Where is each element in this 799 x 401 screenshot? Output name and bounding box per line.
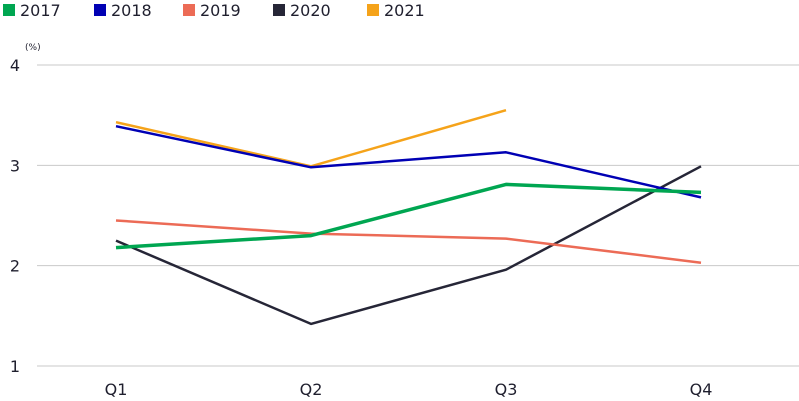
- legend-item-2017: 2017: [3, 1, 61, 20]
- x-tick-label-q2: Q2: [300, 380, 323, 399]
- y-tick-label-2: 2: [10, 257, 20, 276]
- x-tick-label-q4: Q4: [690, 380, 713, 399]
- legend-swatch-2020: [273, 4, 285, 16]
- legend-swatch-2019: [183, 4, 195, 16]
- legend-label-2018: 2018: [111, 1, 152, 20]
- y-axis-unit-label: (%): [25, 43, 41, 53]
- series-line-2017: [115, 182, 702, 250]
- legend-item-2019: 2019: [183, 1, 241, 20]
- legend-swatch-2021: [367, 4, 379, 16]
- y-axis-ticks: 1 2 3 4: [10, 56, 20, 376]
- series-line-2018: [115, 124, 702, 199]
- x-axis-ticks: Q1 Q2 Q3 Q4: [105, 380, 713, 399]
- legend: 2017 2018 2019 2020 2021: [3, 1, 425, 20]
- legend-swatch-2018: [94, 4, 106, 16]
- legend-label-2017: 2017: [20, 1, 61, 20]
- legend-item-2018: 2018: [94, 1, 152, 20]
- x-tick-label-q1: Q1: [105, 380, 128, 399]
- series-line-2019: [115, 219, 702, 264]
- y-tick-label-3: 3: [10, 156, 20, 175]
- y-tick-label-1: 1: [10, 357, 20, 376]
- legend-label-2021: 2021: [384, 1, 425, 20]
- legend-label-2019: 2019: [200, 1, 241, 20]
- legend-swatch-2017: [3, 4, 15, 16]
- series-line-2020: [115, 165, 702, 326]
- series-lines: [115, 108, 702, 326]
- legend-item-2020: 2020: [273, 1, 331, 20]
- gridlines: [37, 64, 799, 367]
- y-tick-label-4: 4: [10, 56, 20, 75]
- x-tick-label-q3: Q3: [495, 380, 518, 399]
- legend-label-2020: 2020: [290, 1, 331, 20]
- legend-item-2021: 2021: [367, 1, 425, 20]
